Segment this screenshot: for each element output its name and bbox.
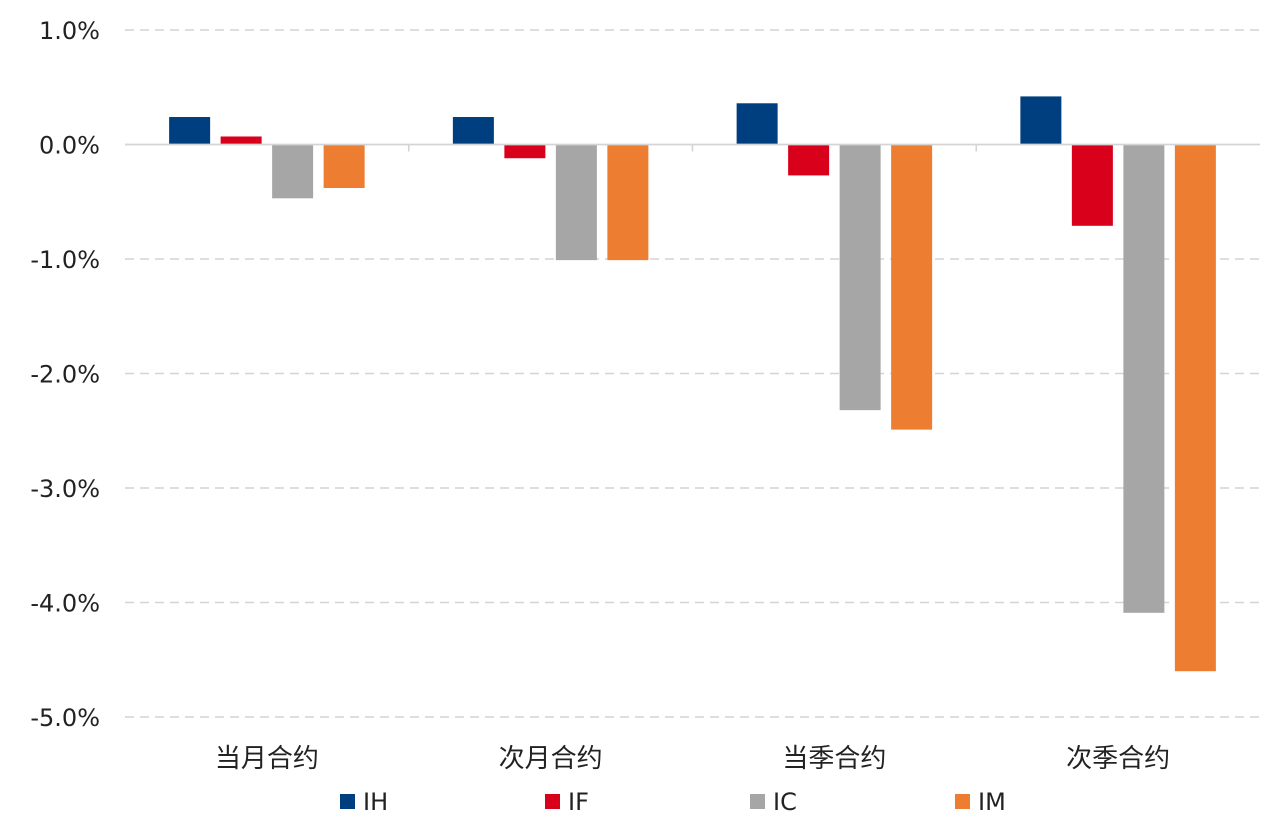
x-category-label: 当月合约 xyxy=(215,744,319,774)
y-tick-label: -5.0% xyxy=(30,704,100,732)
legend-label-ih: IH xyxy=(363,788,388,816)
bars-layer xyxy=(169,96,1216,672)
grid-layer xyxy=(125,29,1260,718)
bar-im-2 xyxy=(607,144,649,261)
y-tick-label: -4.0% xyxy=(30,590,100,618)
bar-ih-3 xyxy=(736,103,778,145)
axis-layer xyxy=(125,143,1260,152)
legend-label-im: IM xyxy=(978,788,1006,816)
legend-swatch-im xyxy=(955,794,970,809)
bar-ih-4 xyxy=(1020,96,1062,145)
legend-swatch-ic xyxy=(750,794,765,809)
x-category-label: 次月合约 xyxy=(499,744,603,774)
bar-ic-4 xyxy=(1123,144,1165,613)
y-tick-label: -3.0% xyxy=(30,475,100,503)
bar-if-1 xyxy=(220,136,262,145)
bar-im-4 xyxy=(1174,144,1216,672)
bar-if-3 xyxy=(788,144,830,176)
legend-label-if: IF xyxy=(568,788,589,816)
bar-ic-1 xyxy=(272,144,314,199)
bar-if-2 xyxy=(504,144,546,159)
x-axis-categories: 当月合约 次月合约 当季合约 次季合约 xyxy=(215,744,1170,774)
bar-ih-2 xyxy=(452,117,494,145)
bar-im-1 xyxy=(323,144,365,189)
bar-ic-3 xyxy=(839,144,881,411)
x-category-label: 当季合约 xyxy=(782,744,886,774)
bar-ic-2 xyxy=(555,144,597,261)
legend-swatch-if xyxy=(545,794,560,809)
bar-ih-1 xyxy=(169,117,211,145)
bar-im-3 xyxy=(891,144,933,430)
y-tick-label: 1.0% xyxy=(39,17,100,45)
bar-if-4 xyxy=(1071,144,1113,226)
y-axis-ticks: 1.0% 0.0% -1.0% -2.0% -3.0% -4.0% -5.0% xyxy=(30,17,100,732)
y-tick-label: -1.0% xyxy=(30,246,100,274)
legend-label-ic: IC xyxy=(773,788,797,816)
legend: IH IF IC IM xyxy=(340,788,1006,816)
y-tick-label: -2.0% xyxy=(30,361,100,389)
y-tick-label: 0.0% xyxy=(39,132,100,160)
x-category-label: 次季合约 xyxy=(1066,744,1170,774)
legend-swatch-ih xyxy=(340,794,355,809)
